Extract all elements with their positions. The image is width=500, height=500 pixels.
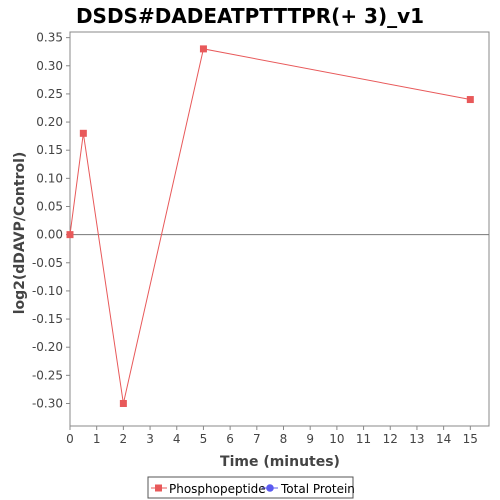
y-tick-label: 0.10 <box>36 171 63 185</box>
y-tick-label: 0.20 <box>36 115 63 129</box>
y-tick-label: 0.30 <box>36 59 63 73</box>
x-tick-label: 5 <box>200 432 208 446</box>
y-axis: -0.30 -0.25 -0.20 -0.15 -0.10 -0.05 0.00 0.05 0.… <box>32 31 70 410</box>
x-tick-label: 8 <box>280 432 288 446</box>
legend-total-protein-marker <box>266 484 274 492</box>
y-tick-label: 0.25 <box>36 87 63 101</box>
legend: Phosphopeptide Total Protein <box>147 476 355 499</box>
y-tick-label: 0.15 <box>36 143 63 157</box>
y-tick-label: -0.10 <box>32 284 63 298</box>
y-tick-label: -0.20 <box>32 340 63 354</box>
x-tick-label: 4 <box>173 432 181 446</box>
x-tick-label: 9 <box>306 432 314 446</box>
y-tick-label: -0.15 <box>32 312 63 326</box>
legend-total-protein-label: Total Protein <box>280 482 355 496</box>
chart-title: DSDS#DADEATPTTTPR(+ 3)_v1 <box>76 4 424 28</box>
data-point <box>466 96 474 104</box>
x-tick-label: 15 <box>463 432 478 446</box>
y-tick-label: -0.30 <box>32 396 63 410</box>
x-tick-label: 7 <box>253 432 261 446</box>
legend-phosphopeptide-marker <box>155 484 162 492</box>
x-tick-label: 10 <box>329 432 344 446</box>
x-tick-label: 14 <box>436 432 451 446</box>
x-axis-label: Time (minutes) <box>220 454 340 470</box>
x-tick-label: 6 <box>226 432 234 446</box>
legend-phosphopeptide-label: Phosphopeptide <box>169 482 266 496</box>
x-tick-label: 1 <box>93 432 101 446</box>
x-tick-label: 13 <box>409 432 424 446</box>
data-point <box>119 399 127 407</box>
x-axis: 0 1 2 3 4 5 6 7 8 9 10 11 12 13 14 15 <box>66 426 478 446</box>
y-tick-label: -0.25 <box>32 368 63 382</box>
y-tick-label: 0.00 <box>36 228 63 242</box>
data-point <box>79 129 87 137</box>
x-tick-label: 2 <box>120 432 128 446</box>
data-point <box>199 45 207 53</box>
x-tick-label: 0 <box>66 432 74 446</box>
data-point <box>66 231 74 239</box>
y-axis-label: log2(dDAVP/Control) <box>12 152 28 315</box>
legend-box <box>147 476 354 499</box>
x-tick-label: 11 <box>356 432 371 446</box>
y-tick-label: 0.05 <box>36 199 63 213</box>
plot-area <box>69 31 490 427</box>
y-tick-label: -0.05 <box>32 256 63 270</box>
y-tick-label: 0.35 <box>36 31 63 45</box>
series-layer <box>66 45 474 407</box>
x-tick-label: 12 <box>383 432 398 446</box>
x-tick-label: 3 <box>146 432 154 446</box>
